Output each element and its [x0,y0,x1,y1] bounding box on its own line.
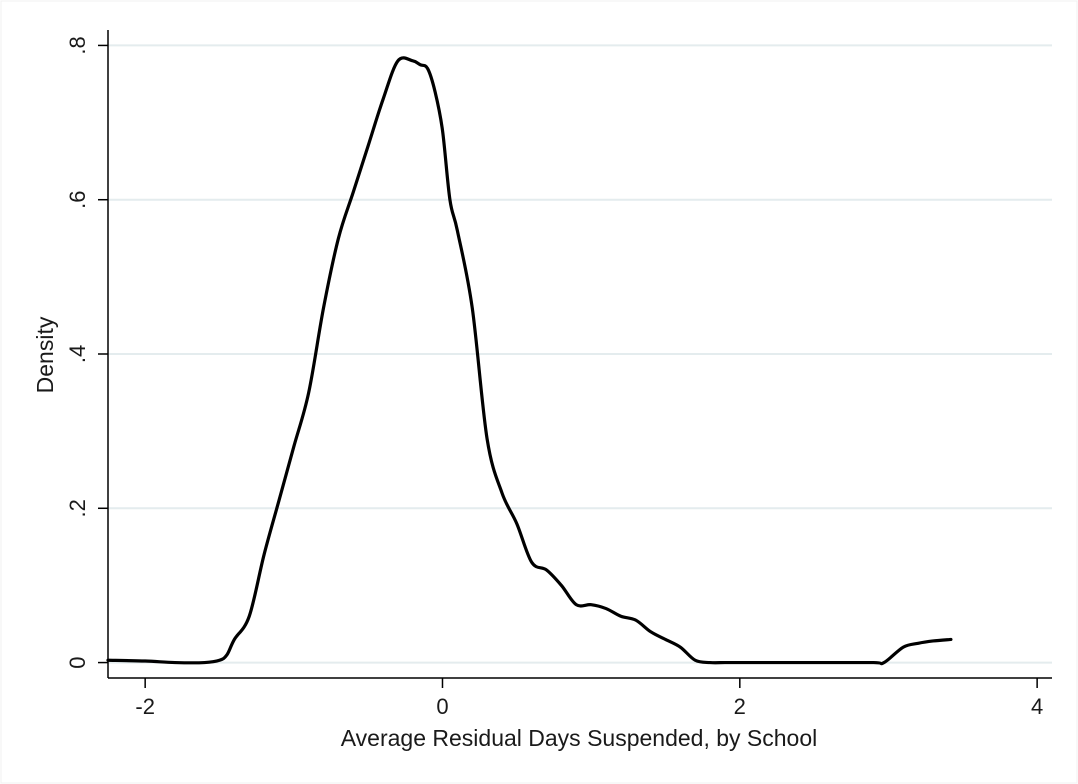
x-tick-label: -2 [135,694,155,719]
density-curve [106,56,953,666]
x-axis: -2 0 2 4 [108,677,1052,719]
x-tick-label: 0 [436,694,448,719]
x-axis-title: Average Residual Days Suspended, by Scho… [341,725,818,751]
y-axis: 0 .2 .4 .6 .8 [65,30,109,678]
x-tick-label: 2 [734,694,746,719]
gridlines [108,44,1052,664]
x-tick-label: 4 [1031,694,1043,719]
y-tick-label: .4 [65,345,90,363]
y-tick-label: .6 [65,191,90,209]
y-tick-label: 0 [65,656,90,668]
y-tick-label: .2 [65,499,90,517]
y-axis-title: Density [32,316,58,393]
y-tick-label: .8 [65,36,90,54]
